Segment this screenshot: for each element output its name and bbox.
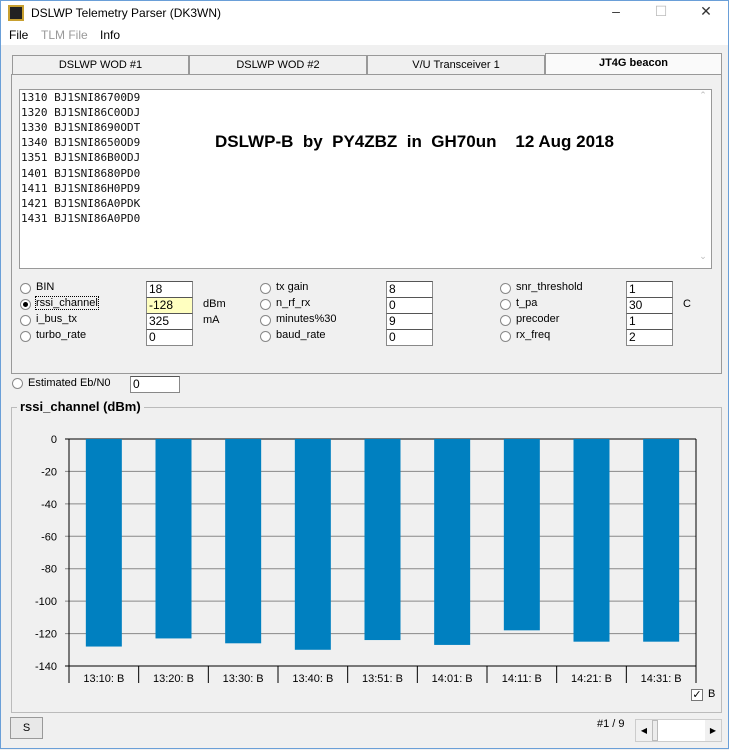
menu-info[interactable]: Info [100,28,121,42]
log-line: 1401 BJ1SNI8680PD0 [21,166,141,180]
tab-wod1[interactable]: DSLWP WOD #1 [12,55,189,75]
scroll-thumb[interactable] [652,720,658,741]
param-label: precoder [516,313,560,325]
param-label: snr_threshold [516,281,583,293]
param-label: BIN [36,281,55,293]
param-label: baud_rate [276,329,326,341]
y-tick-label: -20 [41,466,57,478]
legend-checkbox[interactable]: ✓ [691,689,703,701]
param-unit: C [683,298,691,310]
y-tick-label: -40 [41,499,57,511]
eb-n0-field[interactable]: 0 [130,376,180,393]
page-scrollbar[interactable]: ◀ ▶ [635,719,722,742]
scroll-left-arrow[interactable]: ◀ [636,720,652,741]
param-value-field[interactable]: 0 [146,329,193,346]
tab-jt4g-beacon[interactable]: JT4G beacon [545,53,722,75]
scroll-right-arrow[interactable]: ▶ [705,720,721,741]
param-radio[interactable] [260,283,271,294]
minimize-button[interactable]: – [612,3,620,19]
param-label: rssi_channel [35,296,99,310]
tab-wod2[interactable]: DSLWP WOD #2 [189,55,367,75]
log-line: 1310 BJ1SNI86700D9 [21,91,141,104]
log-line: 1411 BJ1SNI86H0PD9 [21,181,141,195]
param-radio[interactable] [500,299,511,310]
eb-n0-label: Estimated Eb/N0 [28,377,111,389]
bar [85,439,122,647]
param-unit: mA [203,314,220,326]
app-icon [8,5,24,21]
param-radio[interactable] [20,299,31,310]
param-radio[interactable] [500,283,511,294]
y-tick-label: -120 [35,629,57,641]
param-value-field[interactable]: 18 [146,281,193,298]
param-radio[interactable] [260,299,271,310]
page-indicator: #1 / 9 [597,718,625,730]
bar [503,439,540,631]
x-tick-label: 14:21: B [571,673,612,685]
param-radio[interactable] [500,331,511,342]
y-tick-label: -60 [41,531,57,543]
bar [294,439,331,650]
close-button[interactable]: ✕ [700,3,712,19]
x-tick-label: 13:10: B [83,673,124,685]
eb-n0-radio[interactable] [12,378,23,389]
x-tick-label: 13:40: B [292,673,333,685]
maximize-button[interactable]: ☐ [654,3,668,19]
beacon-log-textarea[interactable] [19,89,712,269]
s-button[interactable]: S [10,717,43,739]
bar [643,439,680,642]
log-line: 1431 BJ1SNI86A0PD0 [21,211,141,225]
log-line: 1421 BJ1SNI86A0PDK [21,196,141,210]
y-tick-label: -140 [35,661,57,673]
param-value-field[interactable]: 2 [626,329,673,346]
x-tick-label: 14:31: B [641,673,682,685]
log-line: 1320 BJ1SNI86C0ODJ [21,106,141,120]
x-tick-label: 14:11: B [502,673,542,685]
param-label: minutes%30 [276,313,337,325]
x-tick-label: 14:01: B [432,673,473,685]
param-label: t_pa [516,297,538,309]
param-label: tx gain [276,281,309,293]
menu-bar: File TLM File Info [1,25,728,45]
menu-tlm-file[interactable]: TLM File [41,28,88,42]
param-radio[interactable] [20,283,31,294]
param-radio[interactable] [20,315,31,326]
tab-vu-transceiver[interactable]: V/U Transceiver 1 [367,55,545,75]
x-tick-label: 13:30: B [223,673,264,685]
param-radio[interactable] [260,315,271,326]
chart-title: rssi_channel (dBm) [17,399,144,414]
banner-text: DSLWP-B by PY4ZBZ in GH70un 12 Aug 2018 [215,132,614,151]
x-tick-label: 13:20: B [153,673,194,685]
title-bar: DSLWP Telemetry Parser (DK3WN) – ☐ ✕ [1,1,728,25]
param-unit: dBm [203,298,226,310]
window-title: DSLWP Telemetry Parser (DK3WN) [31,6,222,20]
param-radio[interactable] [20,331,31,342]
param-label: rx_freq [516,329,551,341]
log-line: 1351 BJ1SNI86B0ODJ [21,151,141,165]
param-label: n_rf_rx [276,297,311,309]
bar [573,439,610,642]
bar [364,439,401,641]
x-tick-label: 13:51: B [362,673,403,685]
bar [155,439,192,639]
bar [434,439,471,645]
log-line: 1330 BJ1SNI8690ODT [21,121,141,135]
param-label: turbo_rate [36,329,87,341]
menu-file[interactable]: File [9,28,29,42]
param-radio[interactable] [500,315,511,326]
param-radio[interactable] [260,331,271,342]
y-tick-label: 0 [51,434,57,446]
param-label: i_bus_tx [36,313,77,325]
y-tick-label: -100 [35,596,57,608]
textarea-scrollbar[interactable]: ⌃ ⌄ [699,90,707,261]
bar [225,439,262,644]
param-value-field[interactable]: 0 [386,329,433,346]
log-line: 1340 BJ1SNI8650OD9 [21,136,141,150]
legend-label: B [708,688,716,700]
chart-group [11,407,722,713]
y-tick-label: -80 [41,564,57,576]
